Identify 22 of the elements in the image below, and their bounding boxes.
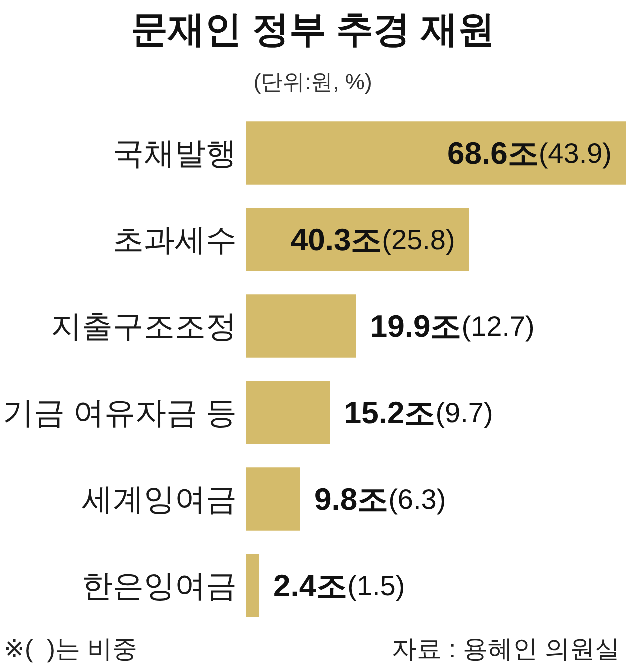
chart-title: 문재인 정부 추경 재원 <box>131 9 495 50</box>
data-label: 2.4조(1.5) <box>274 568 406 604</box>
data-label: 68.6조(43.9) <box>448 136 612 171</box>
data-label: 19.9조(12.7) <box>370 308 535 344</box>
data-label: 15.2조(9.7) <box>344 395 494 430</box>
text: 자료 : 용혜인 의원실 <box>392 636 620 664</box>
bar <box>246 122 626 185</box>
bar <box>246 554 260 618</box>
data-label: 40.3조(25.8) <box>290 222 456 258</box>
y-tick-label: 국채발행 <box>113 136 238 171</box>
y-tick-label: 세계잉여금 <box>82 482 238 517</box>
data-label: 9.8조(6.3) <box>314 482 446 517</box>
bar <box>246 381 330 444</box>
bar <box>246 294 356 358</box>
chart-subtitle: (단위:원, %) <box>254 70 372 94</box>
y-tick-label: 초과세수 <box>113 222 238 258</box>
text: ※( )는 비중 <box>4 636 138 664</box>
y-tick-label: 지출구조조정 <box>51 308 238 344</box>
y-tick-label: 한은잉여금 <box>82 568 238 604</box>
bar <box>246 468 300 531</box>
y-tick-label: 기금 여유자금 등 <box>2 395 238 430</box>
bar <box>246 208 470 272</box>
